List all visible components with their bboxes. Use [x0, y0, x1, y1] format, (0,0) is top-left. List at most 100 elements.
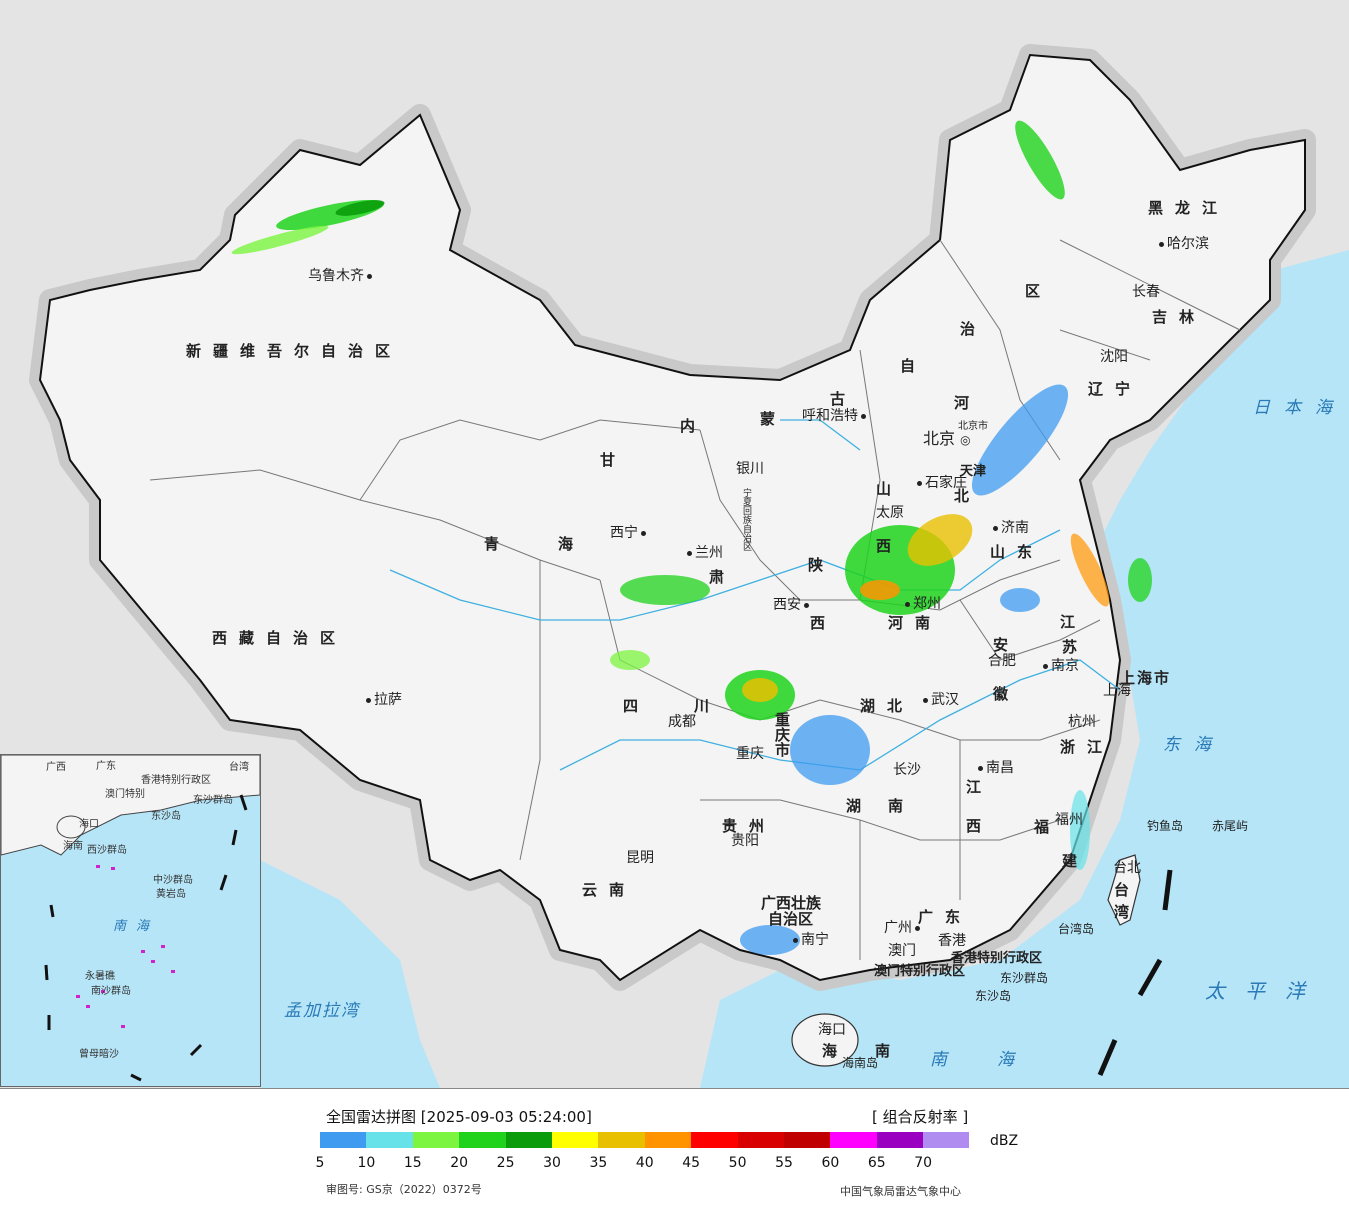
- inset-taiwan: 台湾: [229, 762, 249, 773]
- label-taiwan-wan: 湾: [1114, 903, 1130, 921]
- city-urumqi: 乌鲁木齐: [308, 268, 375, 284]
- place-dongsha-qundao: 东沙群岛: [1000, 971, 1049, 985]
- scale-swatch: [551, 1132, 599, 1148]
- city-beijing: 北京 ◎: [923, 429, 971, 448]
- scale-tick: 25: [496, 1155, 515, 1171]
- inset-nansha: 南沙群岛: [91, 986, 131, 997]
- south-china-sea-inset: 广东 广西 台湾 香港特别行政区 澳门特别 东沙群岛 东沙岛 海口 海南 西沙群…: [0, 754, 261, 1087]
- scale-swatch: [320, 1132, 367, 1148]
- approval-number: 审图号: GS京（2022）0372号: [326, 1183, 482, 1196]
- scale-tick: 65: [867, 1155, 886, 1171]
- label-hainan-nan: 南: [875, 1042, 891, 1060]
- city-taiyuan: 太原: [876, 505, 904, 521]
- label-jilin: 吉林: [1152, 308, 1207, 326]
- inset-nanhai: 南海: [113, 919, 160, 934]
- city-nanchang: 南昌: [975, 760, 1014, 776]
- label-yunnan: 云南: [582, 881, 637, 899]
- city-xian: 西安: [773, 597, 812, 613]
- city-chongqing: 重庆: [736, 746, 764, 762]
- scale-tick: 60: [821, 1155, 840, 1171]
- label-shanxi-xi: 西: [876, 537, 892, 555]
- label-shanxi-shan: 山: [876, 480, 892, 498]
- label-qu: 区: [1025, 282, 1041, 300]
- scale-swatch: [876, 1132, 924, 1148]
- sea-donghai: 东海: [1163, 735, 1225, 755]
- label-gansu: 甘: [600, 451, 616, 469]
- place-taiwan-island: 台湾岛: [1058, 922, 1095, 936]
- label-taiwan-tai: 台: [1114, 881, 1130, 899]
- pacific-ocean: [700, 250, 1349, 1088]
- city-haikou: 海口: [818, 1022, 846, 1038]
- label-jiangsu-jiang: 江: [1060, 613, 1076, 631]
- city-hefei: 合肥: [988, 653, 1016, 669]
- label-zi: 自: [900, 357, 916, 375]
- label-gu: 古: [830, 390, 846, 408]
- scale-tick: 5: [315, 1155, 325, 1171]
- label-ningxia: 宁夏回族自治区: [741, 488, 751, 551]
- label-hubei: 湖北: [860, 697, 915, 715]
- city-hangzhou: 杭州: [1068, 714, 1096, 730]
- label-hebei-bei: 北: [954, 487, 970, 505]
- label-xizang: 西藏自治区: [212, 629, 348, 647]
- label-qinghai-a: 青: [484, 535, 500, 553]
- city-harbin: 哈尔滨: [1156, 236, 1209, 252]
- label-hk-region: 香港特别行政区: [951, 951, 1043, 966]
- city-nanning: 南宁: [790, 932, 829, 948]
- inset-zengmu: 曾母暗沙: [79, 1049, 119, 1060]
- legend-title: 全国雷达拼图 [2025-09-03 05:24:00]: [326, 1108, 592, 1126]
- place-hainan-island: 海南岛: [842, 1056, 879, 1070]
- label-shaanxi-shan: 陕: [808, 556, 824, 574]
- label-nei: 内: [680, 417, 696, 435]
- label-tianjin-prov: 天津: [960, 464, 987, 479]
- label-beijing-small: 北京市: [958, 421, 988, 432]
- label-macau-region: 澳门特别行政区: [874, 964, 966, 979]
- city-lanzhou: 兰州: [684, 545, 723, 561]
- label-hunan-hu: 湖: [846, 797, 862, 815]
- label-zhejiang: 浙江: [1060, 738, 1115, 756]
- label-shandong: 山东: [990, 543, 1045, 561]
- inset-guangxi: 广西: [46, 762, 66, 773]
- city-zhengzhou: 郑州: [902, 596, 941, 612]
- city-yinchuan: 银川: [736, 461, 764, 477]
- scale-tick: 45: [682, 1155, 701, 1171]
- inset-yongshu: 永暑礁: [85, 971, 115, 982]
- scale-swatch: [644, 1132, 692, 1148]
- city-guiyang: 贵阳: [731, 833, 759, 849]
- label-sichuan-chuan: 川: [694, 697, 710, 715]
- city-jinan: 济南: [990, 520, 1029, 536]
- scale-tick: 50: [728, 1155, 747, 1171]
- city-lhasa: 拉萨: [363, 692, 402, 708]
- city-kunming: 昆明: [626, 850, 654, 866]
- place-diaoyu: 钓鱼岛: [1147, 819, 1184, 833]
- city-changchun: 长春: [1132, 284, 1160, 300]
- scale-tick: 40: [635, 1155, 654, 1171]
- label-sichuan-si: 四: [623, 697, 639, 715]
- label-guangxi-2: 自治区: [768, 910, 814, 928]
- inset-map: [1, 755, 260, 1082]
- radar-echoes: [231, 120, 1152, 955]
- inset-hainan: 海南: [63, 841, 83, 852]
- label-xinjiang: 新疆维吾尔自治区: [186, 342, 403, 360]
- city-changsha: 长沙: [893, 762, 921, 778]
- label-hainan-hai: 海: [822, 1042, 838, 1060]
- inset-hk: 香港特别行政区: [141, 775, 211, 786]
- place-dongsha-dao: 东沙岛: [975, 989, 1012, 1003]
- label-shanghai-prov: 上海市: [1120, 669, 1172, 687]
- place-chiwei: 赤尾屿: [1212, 819, 1249, 833]
- scale-swatch: [923, 1132, 970, 1148]
- city-macao: 澳门: [888, 943, 916, 959]
- label-jiangxi-jiang: 江: [966, 778, 982, 796]
- city-fuzhou: 福州: [1055, 812, 1083, 828]
- scale-swatch: [459, 1132, 506, 1148]
- scale-tick: 35: [589, 1155, 608, 1171]
- bay-of-bengal: [260, 860, 440, 1088]
- city-taibei: 台北: [1113, 860, 1141, 876]
- china-land: [38, 53, 1306, 982]
- legend-panel: 全国雷达拼图 [2025-09-03 05:24:00] [ 组合反射率 ] 5…: [0, 1088, 1349, 1209]
- label-heilongjiang: 黑龙江: [1148, 199, 1230, 217]
- inset-zhongsha: 中沙群岛: [153, 875, 193, 886]
- label-guangxi-1: 广西壮族: [761, 894, 822, 912]
- label-anhui-an: 安: [993, 636, 1009, 654]
- scale-tick: 30: [543, 1155, 561, 1171]
- scale-tick: 15: [403, 1155, 422, 1171]
